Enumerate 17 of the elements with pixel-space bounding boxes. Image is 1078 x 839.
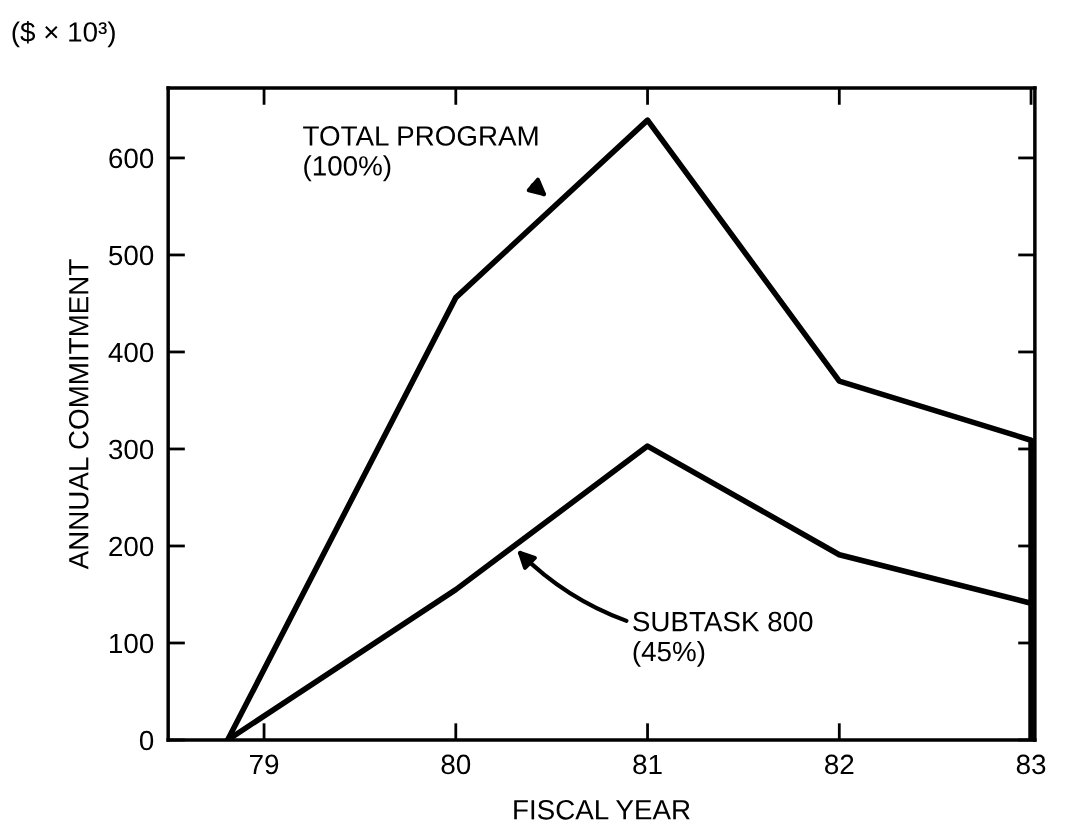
annotation: SUBTASK 800 (45%): [633, 611, 813, 667]
x-tick-label: 82: [825, 754, 854, 775]
x-tick-label: 83: [1016, 754, 1046, 775]
x-axis-title: FISCAL YEAR: [514, 799, 690, 820]
y-tick-label: 0: [139, 730, 154, 751]
y-tick-label: 500: [109, 245, 154, 266]
x-tick-label: 81: [633, 754, 662, 775]
y-tick-label: 300: [109, 439, 154, 460]
y-tick-label: 100: [110, 633, 154, 654]
text: ($ × 10³): [12, 20, 115, 48]
y-tick-label: 400: [108, 342, 154, 363]
y-axis-title: ANNUAL COMMITMENT: [68, 259, 89, 570]
x-tick-label: 79: [250, 754, 279, 775]
x-tick-label: 80: [441, 754, 471, 775]
y-tick-label: 600: [109, 148, 154, 169]
annotation: TOTAL PROGRAM (100%): [303, 126, 538, 182]
y-tick-label: 200: [109, 536, 154, 557]
